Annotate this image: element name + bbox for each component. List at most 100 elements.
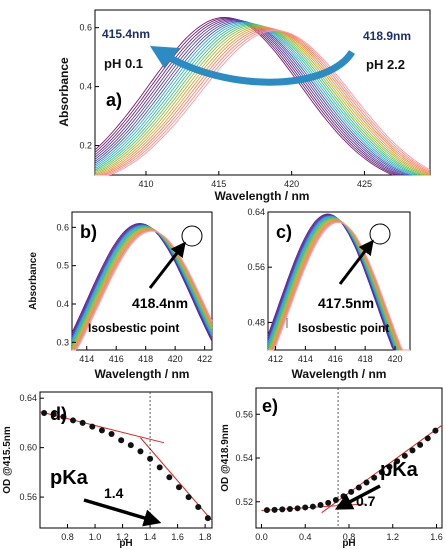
panel-b: 414 416 418 420 422 0.3 0.4 0.5 0.6 Absorbance W… xyxy=(28,211,213,381)
c-xtick-label-1: 414 xyxy=(298,354,313,364)
a-series-14 xyxy=(94,26,431,176)
c-xtick-label-4: 420 xyxy=(388,354,403,364)
b-series-11 xyxy=(71,228,213,351)
a-ytick-label-1: 0.4 xyxy=(79,82,92,92)
points-d xyxy=(41,410,211,522)
e-point-22 xyxy=(432,427,439,434)
pka-arrow-e xyxy=(334,484,381,510)
c-xtick-label-3: 418 xyxy=(358,354,373,364)
isosbestic-circle-c xyxy=(369,223,391,245)
e-point-14 xyxy=(371,474,378,481)
e-point-8 xyxy=(325,499,332,506)
plot-frame-c xyxy=(267,211,411,351)
d-fit-line-1 xyxy=(140,437,213,521)
b-ytick-label-2: 0.5 xyxy=(56,261,69,271)
e-point-5 xyxy=(302,504,309,511)
ylabel-e: OD @418.9nm xyxy=(220,424,231,492)
b-series-5 xyxy=(71,225,213,342)
panel-label-d: d) xyxy=(50,404,67,424)
e-point-11 xyxy=(348,488,355,495)
panel-label-c: c) xyxy=(276,222,292,242)
plot-frame-b xyxy=(71,211,213,351)
a-xtick-label-0: 410 xyxy=(138,179,153,189)
axes-d: 0.8 1.0 1.2 1.4 1.6 1.8 0.56 0.60 0.64 xyxy=(19,393,211,542)
d-point-5 xyxy=(89,423,96,430)
panel-label-e: e) xyxy=(262,396,278,416)
plot-frame-a xyxy=(94,9,431,176)
spectra-c xyxy=(267,213,410,351)
xlabel-c: Wavelength / nm xyxy=(292,367,387,381)
d-xtick-label-2: 1.2 xyxy=(116,532,129,542)
b-series-8 xyxy=(71,227,213,348)
d-point-0 xyxy=(41,410,48,417)
b-series-14 xyxy=(72,230,213,351)
d-point-17 xyxy=(204,515,211,522)
plot-frame-d xyxy=(39,391,213,529)
spectra-a xyxy=(94,16,431,176)
e-point-15 xyxy=(378,469,385,476)
e-point-21 xyxy=(424,435,431,442)
a-series-0 xyxy=(94,16,430,176)
ylabel-a: Absorbance xyxy=(57,57,71,127)
e-xtick-label-3: 1.2 xyxy=(387,532,400,542)
pka-value-d: 1.4 xyxy=(104,485,124,501)
a-xtick-label-2: 420 xyxy=(284,179,299,189)
ph-right-label: pH 2.2 xyxy=(366,57,405,72)
e-point-19 xyxy=(409,447,416,454)
a-series-15 xyxy=(94,27,431,176)
e-point-2 xyxy=(279,506,286,513)
d-point-8 xyxy=(118,437,125,444)
axes-c: 412 414 416 418 420 0.48 0.56 0.64 xyxy=(247,207,402,364)
d-point-12 xyxy=(156,464,163,471)
e-point-20 xyxy=(417,441,424,448)
pka-arrow-d xyxy=(83,498,162,527)
pka-label-e: pKa xyxy=(380,459,419,481)
a-series-9 xyxy=(94,23,430,176)
e-ytick-label-1: 0.54 xyxy=(235,453,253,463)
a-series-19 xyxy=(95,30,431,176)
e-ytick-label-0: 0.52 xyxy=(235,497,253,507)
e-point-3 xyxy=(286,505,293,512)
d-point-16 xyxy=(195,503,202,510)
shift-arrowhead xyxy=(150,46,180,68)
peak-left-label: 415.4nm xyxy=(102,27,150,41)
a-series-1 xyxy=(94,17,430,176)
e-point-12 xyxy=(355,484,362,491)
d-point-7 xyxy=(108,431,115,438)
a-series-6 xyxy=(94,21,430,176)
isosbestic-value-b: 418.4nm xyxy=(132,295,188,311)
a-xtick-label-3: 425 xyxy=(357,179,372,189)
a-ytick-label-0: 0.2 xyxy=(79,141,92,151)
panel-label-a: a) xyxy=(106,90,122,110)
a-series-13 xyxy=(94,26,430,176)
e-xtick-label-2: 0.8 xyxy=(343,532,356,542)
xlabel-e: pH xyxy=(342,538,355,549)
e-point-7 xyxy=(317,502,324,509)
d-ytick-label-0: 0.56 xyxy=(19,492,37,502)
isosbestic-label-c: Isosbestic point xyxy=(298,321,389,335)
c-ytick-label-0: 0.48 xyxy=(247,317,265,327)
c-series-15 xyxy=(268,221,410,351)
peak-right-label: 418.9nm xyxy=(363,29,411,43)
e-ytick-label-2: 0.56 xyxy=(235,409,253,419)
a-xtick-label-1: 415 xyxy=(211,179,226,189)
d-point-4 xyxy=(79,419,86,426)
b-series-13 xyxy=(72,229,213,351)
d-xtick-label-4: 1.6 xyxy=(171,532,184,542)
d-point-9 xyxy=(127,442,134,449)
e-xtick-label-0: 0.0 xyxy=(255,532,268,542)
e-point-4 xyxy=(294,505,301,512)
d-point-10 xyxy=(137,448,144,455)
panel-e: 0.0 0.4 0.8 1.2 1.60.520.540.56 OD @418.9nm … xyxy=(220,387,443,549)
c-xtick-label-0: 412 xyxy=(268,354,283,364)
b-series-3 xyxy=(71,224,213,339)
b-series-15 xyxy=(72,230,213,351)
d-xtick-label-5: 1.8 xyxy=(199,532,212,542)
d-point-15 xyxy=(185,494,192,501)
panel-d: 0.8 1.0 1.2 1.4 1.6 1.8 0.56 0.60 0.64 OD @415.5… xyxy=(2,391,213,549)
d-point-1 xyxy=(50,411,57,418)
b-ytick-label-3: 0.6 xyxy=(56,222,69,232)
d-ytick-label-2: 0.64 xyxy=(19,393,37,403)
axes-a: 410 415 420 425 0.2 0.4 0.6 xyxy=(79,23,371,189)
